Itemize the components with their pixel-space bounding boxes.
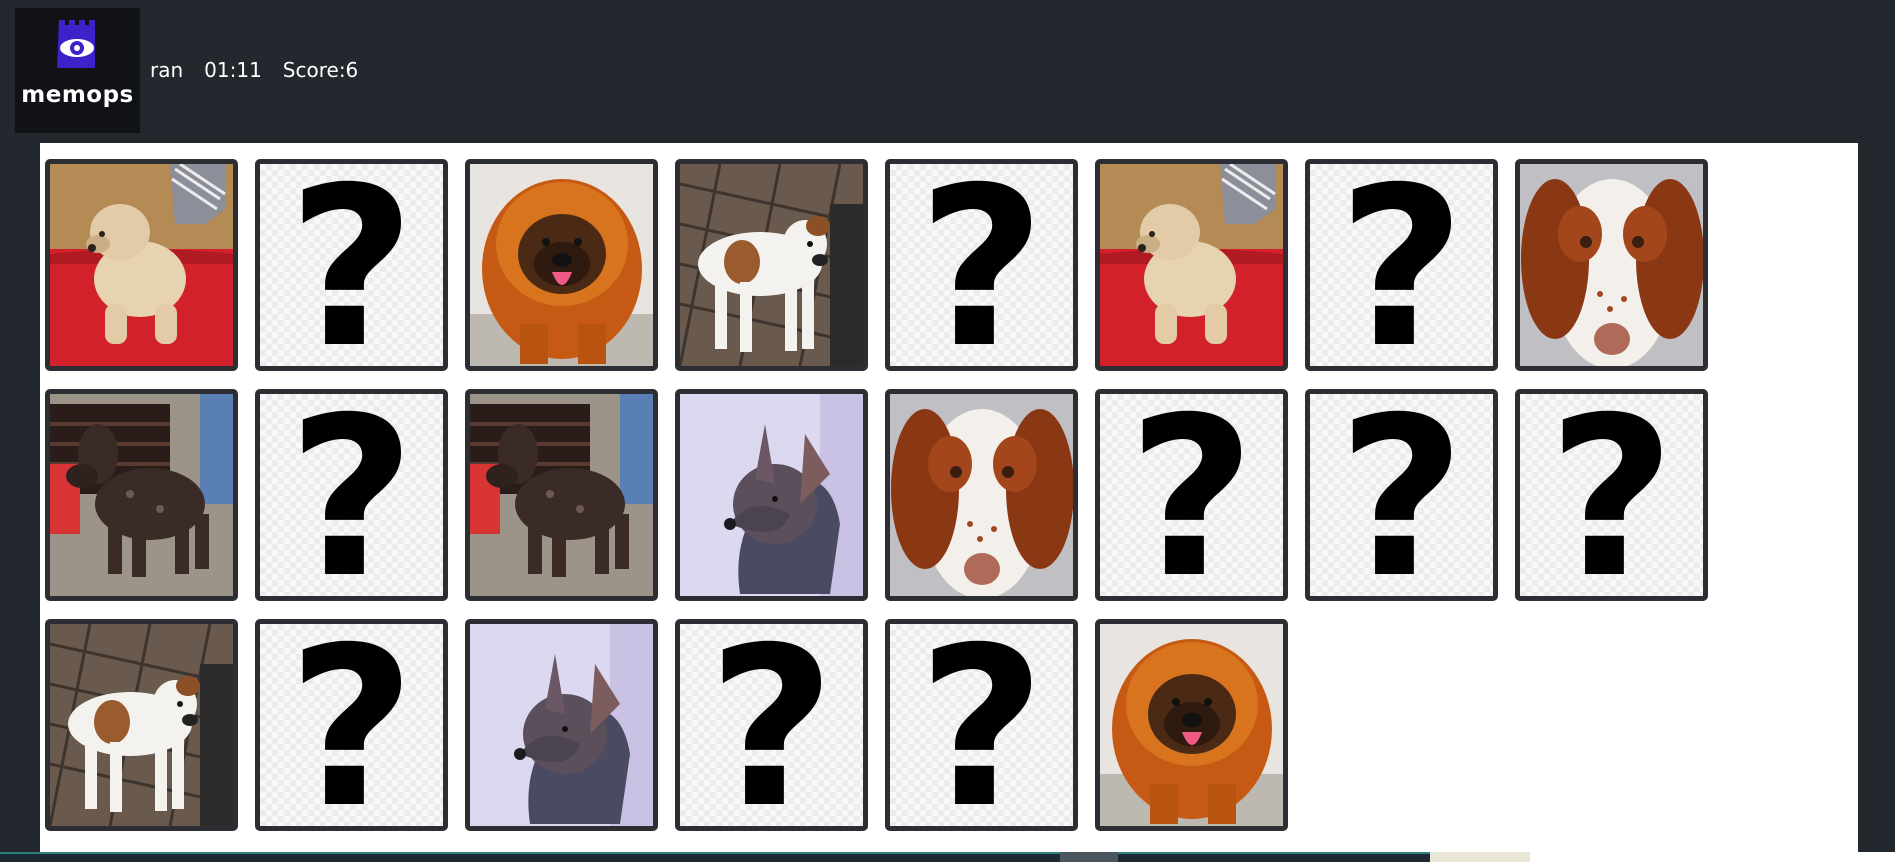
kerry-blue-terrier-image [50,394,233,596]
white-brown-pitbull-image [50,624,233,826]
card-hidden[interactable]: ? [885,619,1078,831]
svg-text:?: ? [918,164,1046,366]
card-hidden[interactable]: ? [675,619,868,831]
logo-text: memops [21,82,134,108]
svg-text:?: ? [288,394,416,596]
svg-text:?: ? [1128,394,1256,596]
card-hidden[interactable]: ? [885,159,1078,371]
question-mark-icon: ? [288,624,416,826]
question-mark-icon: ? [288,164,416,366]
card-revealed-white-brown-pitbull[interactable] [675,159,868,371]
svg-text:?: ? [918,624,1046,826]
svg-text:?: ? [708,624,836,826]
card-hidden[interactable]: ? [1305,159,1498,371]
card-revealed-white-brown-pitbull[interactable] [45,619,238,831]
svg-text:?: ? [288,624,416,826]
taskbar-strip [0,852,1895,862]
question-mark-icon: ? [1128,394,1256,596]
svg-text:?: ? [1338,164,1466,366]
status-bar: ran 01:11 Score:6 [150,58,358,82]
question-mark-icon: ? [918,624,1046,826]
card-hidden[interactable]: ? [255,619,448,831]
question-mark-icon: ? [1338,394,1466,596]
card-revealed-kerry-blue-terrier[interactable] [465,389,658,601]
card-hidden[interactable]: ? [1305,389,1498,601]
card-hidden[interactable]: ? [1095,389,1288,601]
svg-text:?: ? [1338,394,1466,596]
card-revealed-brittany-spaniel[interactable] [885,389,1078,601]
card-revealed-tibetan-mastiff[interactable] [1095,619,1288,831]
score: Score:6 [282,58,359,82]
hairless-xolo-image [680,394,863,596]
card-revealed-wheaten-terrier[interactable] [45,159,238,371]
question-mark-icon: ? [288,394,416,596]
card-revealed-brittany-spaniel[interactable] [1515,159,1708,371]
tibetan-mastiff-image [1100,624,1283,826]
hairless-xolo-image [470,624,653,826]
question-mark-icon: ? [1338,164,1466,366]
logo[interactable]: memops [15,8,140,133]
svg-text:?: ? [288,164,416,366]
wheaten-terrier-image [50,164,233,366]
eye-castle-icon [57,20,95,68]
kerry-blue-terrier-image [470,394,653,596]
card-revealed-wheaten-terrier[interactable] [1095,159,1288,371]
question-mark-icon: ? [918,164,1046,366]
card-hidden[interactable]: ? [255,159,448,371]
card-revealed-hairless-xolo[interactable] [465,619,658,831]
brittany-spaniel-image [1520,164,1703,366]
brittany-spaniel-image [890,394,1073,596]
card-board: ? ? [40,143,1858,852]
card-revealed-hairless-xolo[interactable] [675,389,868,601]
white-brown-pitbull-image [680,164,863,366]
card-hidden[interactable]: ? [255,389,448,601]
header: memops ran 01:11 Score:6 [0,0,1895,142]
player-name: ran [150,58,184,82]
tibetan-mastiff-image [470,164,653,366]
card-hidden[interactable]: ? [1515,389,1708,601]
card-revealed-tibetan-mastiff[interactable] [465,159,658,371]
svg-text:?: ? [1548,394,1676,596]
question-mark-icon: ? [1548,394,1676,596]
question-mark-icon: ? [708,624,836,826]
timer: 01:11 [204,58,262,82]
card-revealed-kerry-blue-terrier[interactable] [45,389,238,601]
wheaten-terrier-image [1100,164,1283,366]
